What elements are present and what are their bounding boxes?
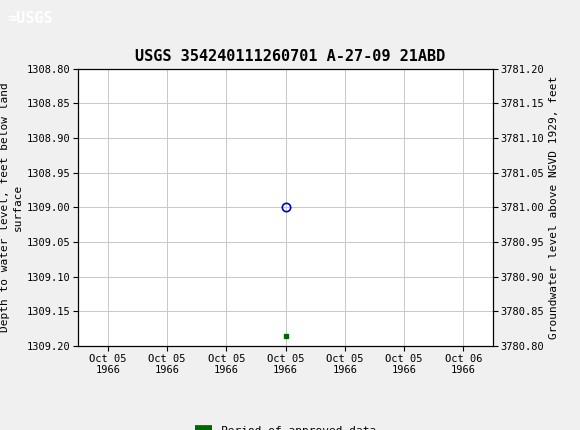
Legend: Period of approved data: Period of approved data	[191, 421, 380, 430]
Text: ≈USGS: ≈USGS	[7, 12, 53, 26]
Y-axis label: Groundwater level above NGVD 1929, feet: Groundwater level above NGVD 1929, feet	[549, 76, 559, 339]
Y-axis label: Depth to water level, feet below land
surface: Depth to water level, feet below land su…	[0, 83, 23, 332]
Text: USGS 354240111260701 A-27-09 21ABD: USGS 354240111260701 A-27-09 21ABD	[135, 49, 445, 64]
